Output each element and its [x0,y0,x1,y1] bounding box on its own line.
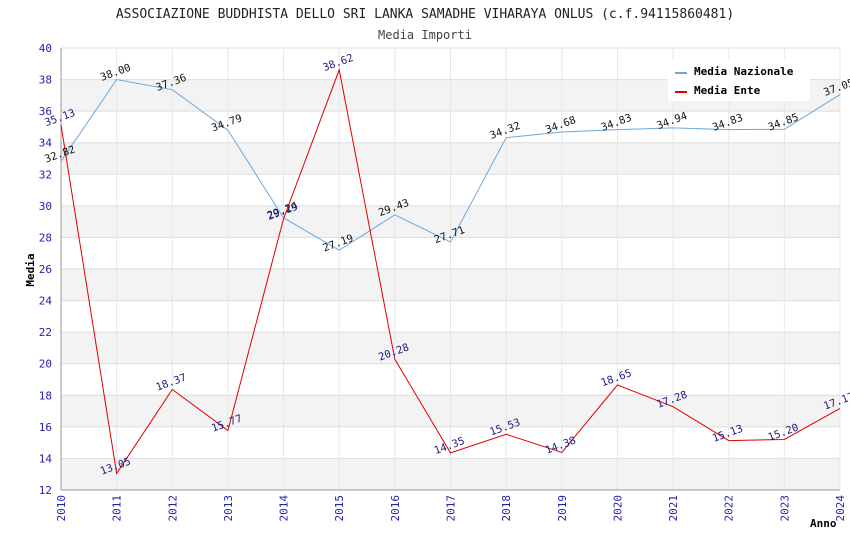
legend-box [668,59,810,101]
x-axis-label: Anno [810,517,837,530]
grid-lines [60,47,841,491]
x-tick-label: 2020 [611,495,624,522]
series-layer [60,67,841,475]
y-tick-label: 18 [39,389,52,402]
y-tick-label: 38 [39,74,52,87]
y-tick-label: 12 [39,484,52,497]
x-tick-label: 2012 [166,495,179,522]
x-tick-label: 2021 [667,495,680,522]
y-tick-label: 22 [39,326,52,339]
x-tick-label: 2010 [55,495,68,522]
x-tick-label: 2011 [111,495,124,522]
y-tick-label: 36 [39,105,52,118]
legend-label-media-ente: Media Ente [694,84,761,97]
x-tick-label: 2023 [778,495,791,522]
y-tick-label: 34 [39,137,53,150]
x-tick-label: 2015 [333,495,346,522]
legend-label-media-nazionale: Media Nazionale [694,65,794,78]
x-tick-label: 2022 [723,495,736,522]
y-tick-label: 28 [39,231,52,244]
series-line-media-nazionale [60,79,841,251]
x-tick-label: 2019 [556,495,569,522]
x-tick-label: 2013 [222,495,235,522]
chart-subtitle: Media Importi [378,28,472,42]
y-tick-label: 16 [39,421,52,434]
x-tick-label: 2018 [500,495,513,522]
legend: Media Nazionale Media Ente [668,59,810,101]
y-tick-label: 32 [39,168,52,181]
series-line-media-ente [60,67,841,475]
y-tick-label: 20 [39,358,52,371]
y-tick-label: 24 [39,295,53,308]
y-tick-label: 40 [39,42,52,55]
x-tick-label: 2014 [278,495,291,522]
y-tick-label: 30 [39,200,52,213]
y-axis-ticks: 12 14 16 18 20 22 24 26 28 30 32 34 36 38 40 [39,42,53,497]
x-axis-ticks: 2010 2011 2012 2013 2014 2015 2016 2017 2018 2019… [55,495,847,522]
y-tick-label: 26 [39,263,52,276]
x-tick-label: 2016 [389,495,402,522]
y-tick-label: 14 [39,452,53,465]
y-axis-label: Media [24,253,37,286]
chart-title: ASSOCIAZIONE BUDDHISTA DELLO SRI LANKA S… [116,7,734,22]
x-tick-label: 2024 [834,495,847,522]
x-tick-label: 2017 [445,495,458,522]
